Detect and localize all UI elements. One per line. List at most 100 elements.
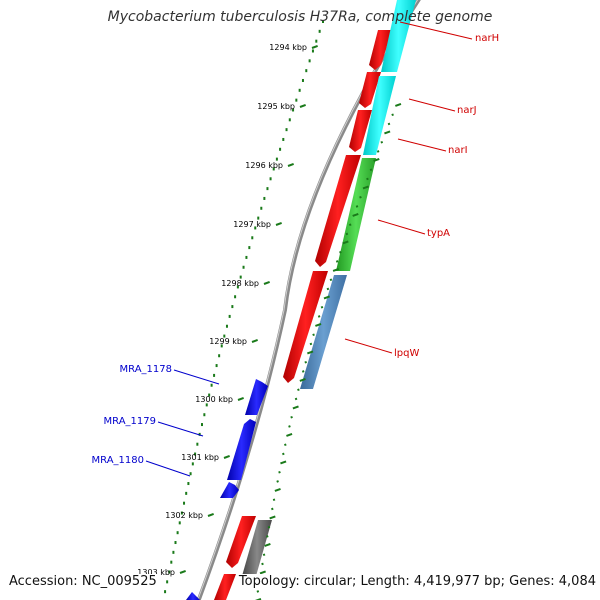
gc-content-mark	[376, 150, 380, 153]
scale-ring-dot	[218, 354, 221, 358]
gc-content-mark	[276, 480, 279, 483]
gc-content-mark	[267, 525, 271, 529]
scale-ring-dot	[263, 196, 266, 200]
gene-label-MRA_1180[interactable]: MRA_1180	[92, 455, 144, 466]
scale-tick-mark	[207, 513, 214, 517]
scale-ring-dot	[251, 236, 254, 240]
gene-label-MRA_1178[interactable]: MRA_1178	[120, 364, 172, 375]
gc-content-mark	[317, 315, 321, 318]
scale-ring-dot	[322, 20, 324, 23]
gene-leader-line	[157, 421, 204, 437]
scale-tick-label: 1296 kbp	[245, 161, 283, 170]
gene-label-MRA_1179[interactable]: MRA_1179	[104, 416, 156, 427]
scale-ring-dot	[245, 255, 248, 259]
scale-ring-dot	[248, 246, 251, 250]
gene-label-narJ[interactable]: narJ	[457, 105, 477, 116]
gc-content-mark	[348, 223, 352, 227]
gc-content-mark	[342, 240, 349, 245]
gc-content-mark	[292, 405, 299, 410]
gc-content-mark	[272, 498, 276, 502]
forward-cds-track	[214, 30, 392, 600]
scale-ring-dot	[285, 128, 288, 132]
gc-content-mark	[280, 460, 287, 465]
scale-tick-label: 1302 kbp	[165, 511, 203, 520]
gc-content-mark	[288, 425, 291, 428]
gc-content-mark	[299, 377, 306, 382]
gene-label-narH[interactable]: narH	[475, 33, 499, 44]
scale-tick-label: 1295 kbp	[257, 102, 295, 111]
scale-ring-dot	[164, 590, 167, 594]
gc-content-mark	[282, 452, 285, 456]
cds-MRA_1178	[245, 379, 268, 415]
gray-segment	[242, 520, 272, 576]
cds-MRA_1180	[220, 482, 239, 498]
gc-content-mark	[366, 177, 369, 181]
gc-content-mark	[301, 370, 305, 373]
scale-ticks: 1294 kbp 1295 kbp 1296 kbp 1297 kbp 1298 kbp…	[137, 43, 318, 577]
scale-ring-dot	[220, 344, 223, 348]
scale-tick-mark	[311, 45, 318, 49]
scale-ring-dot	[203, 413, 206, 417]
scale-tick-label: 1303 kbp	[137, 568, 175, 577]
scale-ring-dot	[236, 285, 239, 289]
gc-content-mark	[339, 250, 342, 254]
gc-content-mark	[261, 562, 264, 566]
gc-content-mark	[297, 388, 300, 392]
scale-ring-dot	[185, 491, 188, 495]
gc-content-mark	[387, 122, 391, 126]
gc-content-mark	[286, 432, 293, 437]
scale-tick-label: 1301 kbp	[181, 453, 219, 462]
scale-ring-dot	[308, 59, 311, 63]
gc-content-mark	[307, 350, 314, 355]
scale-tick-mark	[237, 397, 244, 401]
scale-ring-dot	[275, 157, 278, 161]
gene-label-narI[interactable]: narI	[448, 145, 468, 156]
gc-content-mark	[326, 287, 330, 291]
cds-typA	[315, 155, 361, 267]
gene-label-typA[interactable]: typA	[427, 228, 450, 239]
scale-ring-dot	[172, 550, 175, 554]
gc-content-mark	[304, 360, 308, 364]
gc-content-mark	[284, 443, 287, 447]
gene-leader-line	[408, 98, 456, 112]
cds-narI	[349, 110, 372, 152]
gc-skew-outer	[164, 20, 324, 594]
scale-ring-dot	[187, 482, 190, 486]
scale-ring-dot	[215, 364, 218, 368]
accession-text: Accession: NC_009525	[9, 574, 160, 589]
gc-content-mark	[259, 570, 266, 575]
cds-lpqW	[283, 271, 328, 383]
scale-ring-dot	[257, 216, 260, 220]
gc-content-mark	[278, 470, 281, 474]
scale-ring-dot	[189, 472, 192, 476]
gc-skew-inner	[255, 102, 402, 600]
steelblue-segment	[300, 275, 347, 389]
gc-content-mark	[320, 305, 324, 309]
scale-ring-dot	[254, 226, 257, 230]
cds-narH	[369, 30, 392, 70]
scale-tick-label: 1298 kbp	[221, 279, 259, 288]
scale-ring-dot	[234, 295, 237, 299]
scale-ring-dot	[288, 118, 291, 122]
gene-leader-line	[344, 338, 393, 354]
scale-ring-dot	[176, 531, 179, 535]
gc-content-mark	[312, 333, 315, 337]
gc-content-mark	[264, 542, 271, 547]
cds-red-lower-2	[214, 574, 236, 600]
scale-ring-dot	[166, 580, 169, 584]
gc-content-mark	[329, 278, 333, 282]
scale-ring-dot	[191, 462, 194, 466]
scale-ring-dot	[305, 69, 308, 73]
scale-ring-dot	[279, 147, 282, 151]
gene-label-lpqW[interactable]: lpqW	[394, 348, 419, 359]
scale-tick-mark	[287, 163, 294, 167]
scale-tick-label: 1300 kbp	[195, 395, 233, 404]
gc-content-mark	[373, 157, 380, 162]
gc-content-mark	[362, 185, 369, 190]
cds-narJ	[359, 72, 381, 108]
cds-red-lower-1	[226, 516, 256, 568]
gc-content-mark	[332, 267, 340, 272]
scale-tick-mark	[299, 104, 306, 108]
scale-tick-mark	[275, 222, 282, 226]
